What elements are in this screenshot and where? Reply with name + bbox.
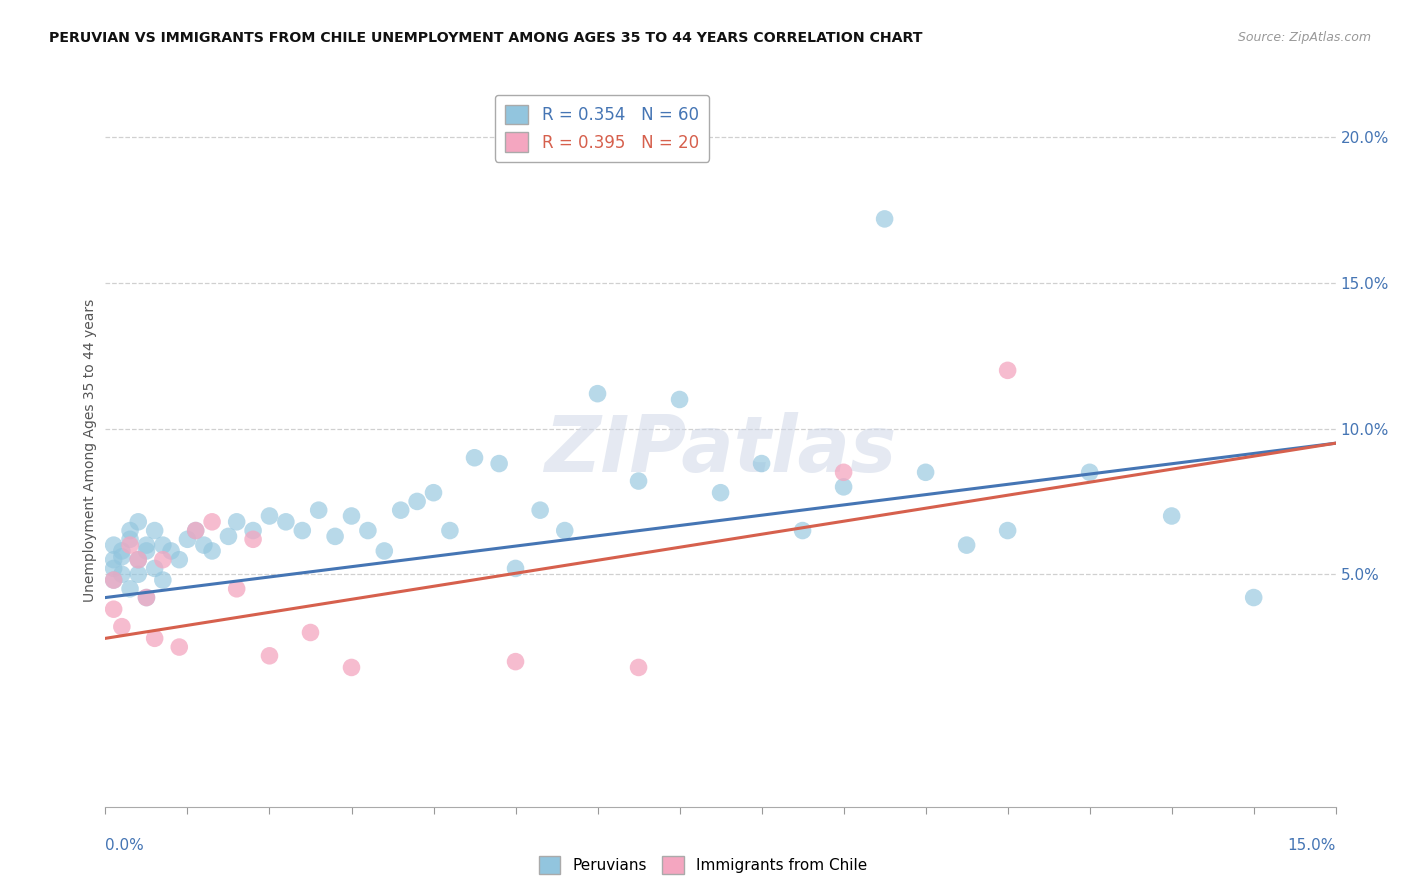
Point [832,465,855,479]
Point [1078,465,1101,479]
Point [389,503,412,517]
Point [668,392,690,407]
Point [201,544,224,558]
Point [120,524,141,538]
Point [193,538,215,552]
Point [103,561,125,575]
Point [259,648,281,663]
Point [464,450,486,465]
Y-axis label: Unemployment Among Ages 35 to 44 years: Unemployment Among Ages 35 to 44 years [83,299,97,602]
Point [143,561,166,575]
Text: Source: ZipAtlas.com: Source: ZipAtlas.com [1237,31,1371,45]
Point [135,591,157,605]
Text: 15.0%: 15.0% [1288,838,1336,853]
Point [751,457,773,471]
Point [323,529,346,543]
Point [586,386,609,401]
Point [505,561,527,575]
Point [373,544,395,558]
Point [111,620,134,634]
Point [120,533,141,547]
Point [505,655,527,669]
Legend: Peruvians, Immigrants from Chile: Peruvians, Immigrants from Chile [533,850,873,880]
Point [127,552,149,566]
Point [111,567,134,582]
Point [120,582,141,596]
Point [152,552,174,566]
Point [914,465,936,479]
Point [135,591,157,605]
Point [422,485,444,500]
Point [357,524,380,538]
Point [225,582,247,596]
Point [103,602,125,616]
Point [997,363,1019,377]
Point [308,503,330,517]
Point [340,660,363,674]
Text: 0.0%: 0.0% [105,838,145,853]
Point [1160,508,1182,523]
Point [111,544,134,558]
Point [176,533,198,547]
Point [627,660,650,674]
Point [792,524,814,538]
Point [135,538,157,552]
Point [184,524,207,538]
Point [103,552,125,566]
Point [406,494,429,508]
Text: PERUVIAN VS IMMIGRANTS FROM CHILE UNEMPLOYMENT AMONG AGES 35 TO 44 YEARS CORRELA: PERUVIAN VS IMMIGRANTS FROM CHILE UNEMPL… [49,31,922,45]
Point [143,524,166,538]
Point [488,457,510,471]
Point [710,485,733,500]
Point [259,508,281,523]
Point [152,538,174,552]
Point [274,515,297,529]
Point [135,544,157,558]
Point [169,552,191,566]
Point [225,515,247,529]
Point [143,632,166,646]
Point [627,474,650,488]
Point [439,524,461,538]
Point [1243,591,1265,605]
Point [340,508,363,523]
Point [103,538,125,552]
Point [299,625,322,640]
Point [103,573,125,587]
Point [169,640,191,654]
Point [529,503,551,517]
Point [956,538,979,552]
Text: ZIPatlas: ZIPatlas [544,412,897,489]
Point [242,524,264,538]
Point [160,544,183,558]
Point [127,567,149,582]
Point [127,515,149,529]
Point [832,480,855,494]
Point [103,573,125,587]
Legend: R = 0.354   N = 60, R = 0.395   N = 20: R = 0.354 N = 60, R = 0.395 N = 20 [495,95,709,161]
Point [218,529,240,543]
Point [291,524,314,538]
Point [111,549,134,564]
Point [184,524,207,538]
Point [127,552,149,566]
Point [120,538,141,552]
Point [873,211,896,226]
Point [152,573,174,587]
Point [242,533,264,547]
Point [997,524,1019,538]
Point [554,524,576,538]
Point [201,515,224,529]
